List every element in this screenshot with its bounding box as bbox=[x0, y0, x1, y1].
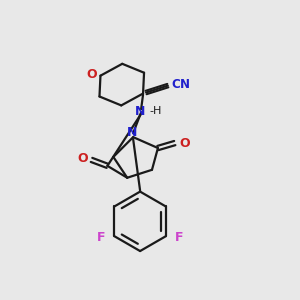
Text: C: C bbox=[172, 78, 181, 91]
Text: N: N bbox=[127, 126, 137, 139]
Text: O: O bbox=[180, 136, 190, 150]
Text: F: F bbox=[175, 231, 183, 244]
Text: O: O bbox=[86, 68, 97, 81]
Text: F: F bbox=[97, 231, 105, 244]
Text: -H: -H bbox=[149, 106, 161, 116]
Text: O: O bbox=[77, 152, 88, 165]
Text: N: N bbox=[180, 78, 190, 91]
Text: N: N bbox=[135, 105, 145, 118]
